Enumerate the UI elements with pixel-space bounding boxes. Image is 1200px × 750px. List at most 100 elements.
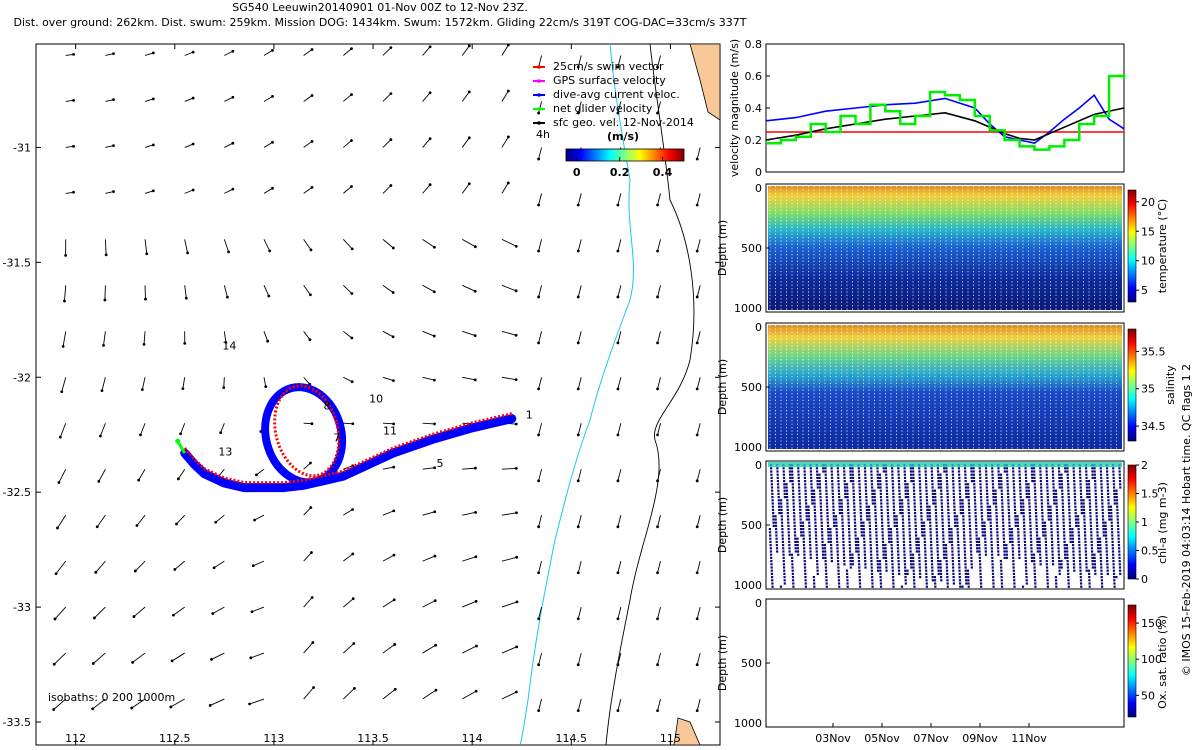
chla-sample	[1052, 492, 1055, 495]
chla-sample	[967, 492, 970, 495]
chla-sample	[899, 508, 902, 511]
chla-sample	[1100, 566, 1103, 569]
chla-sample	[787, 528, 790, 531]
chla-sample	[1117, 540, 1120, 543]
current-vector-head	[433, 510, 437, 514]
chla-sample	[832, 515, 835, 518]
chla-sample	[1069, 534, 1072, 537]
chla-sample	[952, 572, 955, 575]
chla-sample	[1025, 572, 1028, 575]
chla-sample	[780, 515, 783, 518]
chla-sample	[898, 496, 901, 499]
chla-sample	[964, 560, 967, 563]
chla-sample	[963, 547, 966, 550]
chla-sample	[967, 489, 970, 492]
chla-sample	[1079, 473, 1082, 476]
chla-sample	[837, 489, 840, 492]
chla-sample	[966, 483, 970, 486]
colorbar-tick-label: 0	[1141, 573, 1148, 586]
chla-sample	[1024, 467, 1027, 470]
chla-sample	[1073, 499, 1077, 502]
chla-sample	[914, 515, 917, 518]
chla-sample	[1100, 483, 1103, 486]
chla-sample	[791, 566, 794, 569]
chla-sample	[912, 480, 915, 483]
chla-sample	[1072, 560, 1075, 563]
chla-sample	[891, 563, 894, 566]
chla-sample	[818, 473, 821, 476]
chla-sample	[1053, 502, 1056, 505]
current-vector-head	[139, 433, 142, 437]
current-vector-head	[428, 91, 432, 95]
chla-surface-band	[768, 462, 1122, 467]
chla-sample	[1005, 547, 1008, 550]
chla-sample	[1030, 544, 1033, 547]
chla-sample	[1115, 492, 1118, 495]
chla-sample	[1096, 528, 1099, 531]
chla-sample	[906, 492, 910, 495]
chla-sample	[958, 476, 961, 479]
chla-sample	[1002, 534, 1005, 537]
current-vector	[501, 182, 509, 194]
chla-sample	[1051, 547, 1054, 550]
chla-sample	[862, 528, 865, 531]
chla-sample	[1039, 473, 1042, 476]
chla-sample	[1058, 476, 1061, 479]
chla-sample	[821, 550, 825, 553]
chla-sample	[823, 547, 827, 550]
current-vector-head	[506, 135, 510, 139]
current-vector-head	[170, 659, 174, 663]
current-vector	[98, 468, 106, 482]
chla-sample	[941, 524, 944, 527]
current-vector-head	[537, 157, 540, 161]
current-vector	[144, 239, 148, 254]
chla-sample	[1009, 540, 1012, 543]
chla-sample	[1100, 572, 1103, 575]
chla-sample	[891, 467, 894, 470]
chla-sample	[1073, 486, 1076, 489]
chla-sample	[945, 556, 948, 559]
chla-sample	[945, 566, 949, 569]
chla-sample	[1115, 502, 1119, 505]
chla-sample	[968, 528, 972, 531]
chla-sample	[809, 473, 813, 476]
chla-sample	[992, 486, 995, 489]
chla-sample	[802, 540, 805, 543]
chla-sample	[777, 489, 780, 492]
chla-sample	[922, 521, 926, 524]
chla-sample	[978, 550, 981, 553]
chla-sample	[1013, 492, 1016, 495]
chla-sample	[824, 467, 827, 470]
glider-track	[175, 383, 517, 493]
chla-sample	[1113, 489, 1116, 492]
chla-sample	[986, 492, 989, 495]
chla-sample	[1006, 473, 1009, 476]
chla-sample	[849, 473, 852, 476]
chla-sample	[1051, 550, 1054, 553]
current-vector-head	[191, 188, 195, 192]
chla-sample	[783, 582, 786, 585]
chla-sample	[919, 499, 922, 502]
chla-sample	[1046, 489, 1049, 492]
chla-sample	[1041, 515, 1044, 518]
chla-sample	[1080, 512, 1083, 515]
current-vector	[254, 514, 265, 521]
chla-sample	[819, 502, 822, 505]
chla-sample	[981, 524, 984, 527]
chla-sample	[1044, 534, 1047, 537]
current-vector	[135, 560, 146, 572]
chla-sample	[1021, 585, 1025, 588]
chla-sample	[1002, 540, 1006, 543]
chla-sample	[1011, 537, 1014, 540]
chla-sample	[1035, 531, 1039, 534]
chla-sample	[913, 585, 916, 588]
chla-sample	[1079, 566, 1082, 569]
chla-sample	[779, 585, 783, 588]
chla-sample	[770, 467, 773, 470]
chla-sample	[1028, 508, 1031, 511]
temperature-field	[768, 186, 1122, 310]
chla-sample	[1112, 476, 1115, 479]
current-vector-head	[537, 387, 540, 391]
chla-sample	[1007, 512, 1011, 515]
chla-sample	[790, 553, 794, 556]
